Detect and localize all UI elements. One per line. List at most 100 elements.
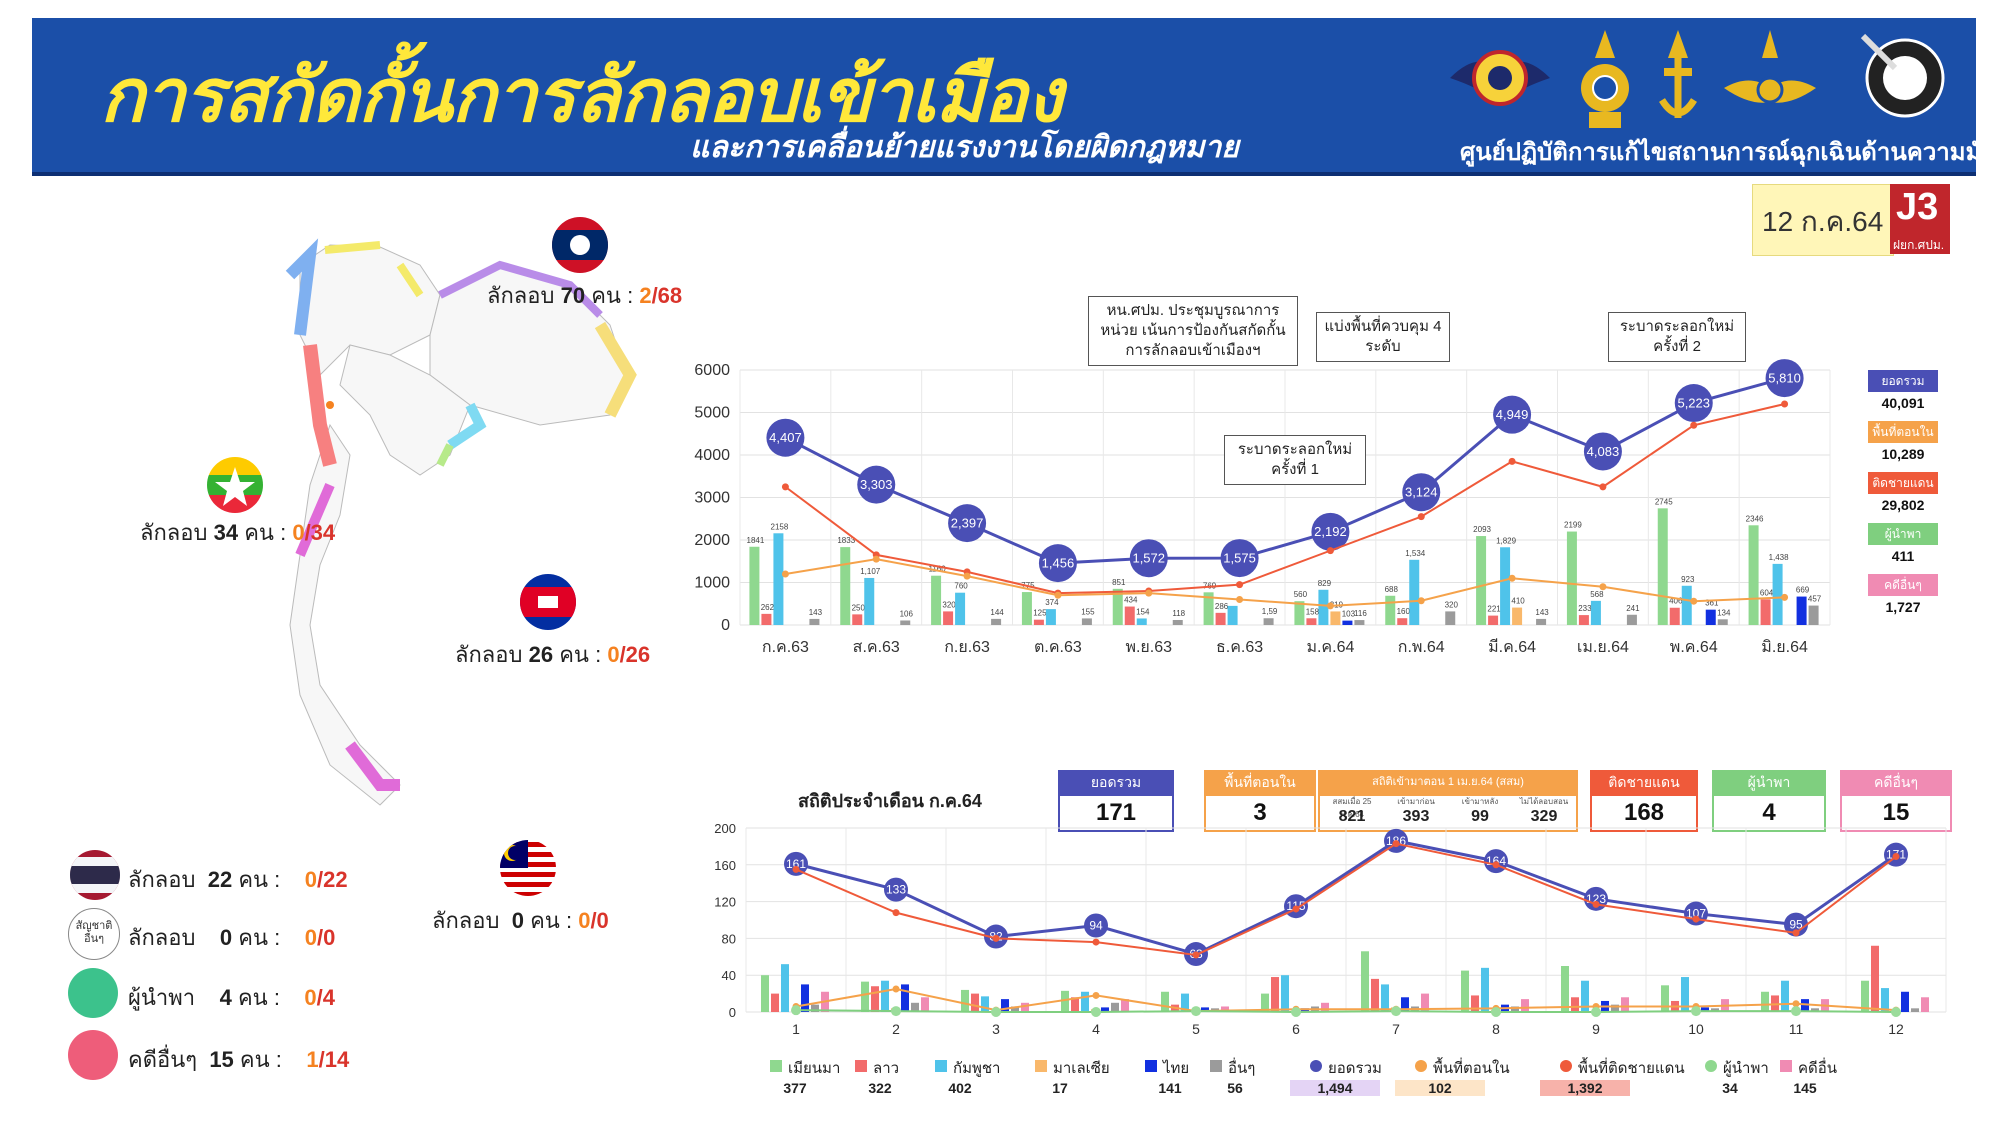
bar — [1801, 999, 1809, 1012]
series-point — [1781, 400, 1789, 408]
other-nationality-icon-label: สัญชาติอื่นๆ — [75, 920, 113, 945]
kpi-entry-col-4: ไม่ได้ลอบสอน — [1519, 797, 1569, 806]
total-point-label: 3,303 — [860, 477, 893, 492]
bar — [1590, 600, 1601, 625]
x-tick-label: พ.ค.64 — [1670, 639, 1718, 656]
side-legend-total: ยอดรวม — [1868, 370, 1938, 392]
legend-total: 34 — [1722, 1080, 1738, 1096]
total-point-label: 4,949 — [1496, 407, 1529, 422]
legend-other-cases: คดีอื่นๆ 15 คน : 1/14 — [128, 1047, 350, 1072]
series-point — [1892, 853, 1900, 861]
bar — [943, 611, 954, 625]
series-point — [1692, 915, 1700, 923]
x-tick-label: 11 — [1789, 1021, 1804, 1037]
bar-label: 1160 — [928, 565, 946, 574]
bar — [1203, 592, 1214, 625]
bar — [1921, 997, 1929, 1012]
bar — [1621, 997, 1629, 1012]
series-point — [1690, 421, 1698, 429]
x-tick-label: 10 — [1688, 1021, 1704, 1037]
bar — [1578, 615, 1589, 625]
annotation-wave-2: ระบาดระลอกใหม่ ครั้งที่ 2 — [1608, 312, 1746, 362]
bar — [901, 984, 909, 1012]
legend-label: ยอดรวม — [1328, 1060, 1382, 1077]
series-point — [872, 555, 880, 563]
series-point — [892, 985, 900, 993]
bar — [1397, 618, 1408, 625]
airforce-emblem-icon — [1724, 30, 1816, 104]
total-point — [1493, 395, 1532, 434]
bar-label: 760 — [954, 582, 968, 591]
bar-label: 116 — [1354, 609, 1367, 618]
bar-label: 134 — [1717, 608, 1731, 617]
legend-label: มาเลเซีย — [1053, 1060, 1110, 1077]
laos-count-label: ลักลอบ 70 คน : 2/68 — [487, 283, 683, 308]
bar — [1681, 585, 1692, 625]
side-legend-other-value: 1,727 — [1885, 599, 1921, 615]
border-malaysia — [345, 741, 400, 791]
police-emblem-icon — [1860, 33, 1945, 118]
total-point-label: 1,572 — [1132, 551, 1165, 566]
series-point — [1781, 593, 1789, 601]
total-point — [1402, 473, 1441, 512]
bar-label: 2199 — [1564, 521, 1582, 530]
bar — [1796, 596, 1807, 625]
legend-total: 1,494 — [1290, 1080, 1380, 1096]
bar — [1124, 606, 1135, 625]
border-cambodia — [447, 402, 487, 450]
page-title: การสกัดกั้นการลักลอบเข้าเมือง — [100, 54, 1063, 137]
bar-label: 125 — [1033, 609, 1047, 618]
bar-label: 1,829 — [1496, 536, 1517, 545]
total-point — [1765, 359, 1804, 398]
bar-label: 160 — [1397, 607, 1411, 616]
legend-total: 402 — [948, 1080, 972, 1096]
j3-badge — [1890, 184, 1950, 254]
bar-label: 2158 — [771, 522, 789, 531]
legend-total: 56 — [1227, 1080, 1243, 1096]
y-tick-label: 120 — [714, 895, 736, 910]
bar — [771, 993, 779, 1012]
total-point-label: 4,407 — [769, 430, 802, 445]
legend-swatch — [1035, 1060, 1047, 1072]
series-line — [795, 839, 1897, 956]
annotation-wave-1: ระบาดระลอกใหม่ ครั้งที่ 1 — [1224, 435, 1366, 485]
legend-swatch — [1560, 1060, 1572, 1072]
bar — [1136, 618, 1147, 625]
marine-emblem-icon — [1659, 30, 1697, 118]
facilitator-point — [1191, 1006, 1201, 1017]
bar — [1748, 525, 1759, 625]
legend-label: พื้นที่ตอนใน — [1433, 1060, 1510, 1077]
facilitator-point — [791, 1005, 801, 1016]
legend-swatch — [1780, 1060, 1792, 1072]
bar-label: 143 — [1535, 608, 1549, 617]
army-emblem-icon — [1581, 30, 1629, 128]
legend-label: พื้นที่ติดชายแดน — [1578, 1060, 1685, 1077]
total-point — [784, 851, 808, 876]
total-point — [884, 877, 908, 902]
bar-label: 2745 — [1655, 497, 1673, 506]
legend-label: ไทย — [1163, 1060, 1190, 1077]
bar-label: 320 — [1445, 600, 1459, 609]
bar-label: 1833 — [837, 536, 855, 545]
x-tick-label: มิ.ย.64 — [1761, 639, 1808, 656]
x-tick-label: 12 — [1888, 1021, 1904, 1037]
j3-badge-sublabel: ฝยก.ศปม. — [1893, 238, 1945, 252]
legend-thai: ลักลอบ 22 คน : 0/22 — [128, 867, 348, 892]
series-point — [1417, 597, 1425, 605]
total-point-label: 5,810 — [1768, 370, 1801, 385]
bar — [1611, 1004, 1619, 1012]
malaysia-count-label: ลักลอบ 0 คน : 0/0 — [432, 908, 609, 933]
total-point-label: 161 — [786, 857, 806, 871]
series-point — [1599, 583, 1607, 591]
bar — [981, 996, 989, 1012]
bar-label: 221 — [1487, 605, 1501, 614]
bar — [1811, 1008, 1819, 1012]
bar-label: 118 — [1172, 609, 1185, 618]
bar-label: 154 — [1136, 607, 1150, 616]
bar — [1701, 1007, 1709, 1012]
kpi-entry-col-2: เข้ามาก่อน — [1397, 797, 1435, 806]
bar-label: 241 — [1626, 604, 1640, 613]
legend-label: ผู้นำพา — [1723, 1060, 1769, 1077]
x-tick-label: 7 — [1392, 1021, 1400, 1037]
bar — [1871, 945, 1879, 1012]
